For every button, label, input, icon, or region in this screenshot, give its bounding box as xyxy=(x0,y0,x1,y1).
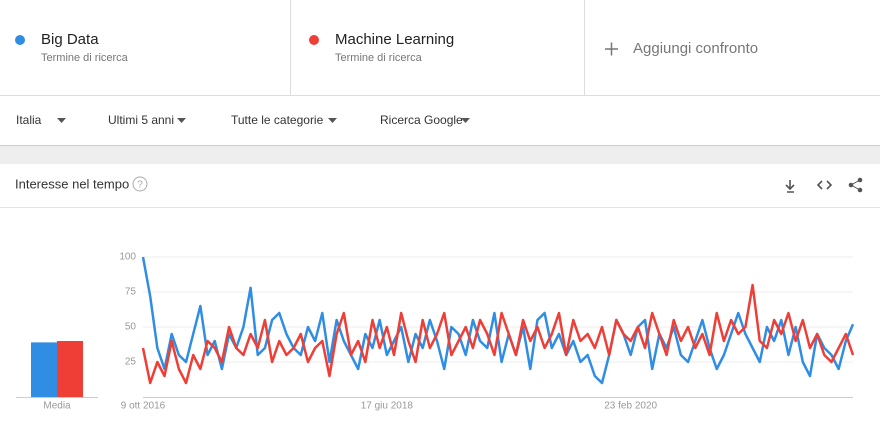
dropdown-arrow[interactable] xyxy=(57,118,66,123)
x-tick-label: 17 giu 2018 xyxy=(361,401,414,412)
filter[interactable]: Ultimi 5 anni xyxy=(108,113,174,127)
download-icon[interactable] xyxy=(785,180,795,193)
y-tick-label: 75 xyxy=(125,287,137,298)
term-name[interactable]: Machine Learning xyxy=(335,31,454,48)
y-tick-label: 100 xyxy=(119,252,136,263)
add-compare[interactable]: Aggiungi confronto xyxy=(633,40,758,57)
y-tick-label: 25 xyxy=(125,357,137,368)
embed-icon[interactable] xyxy=(816,180,833,190)
term-type: Termine di ricerca xyxy=(41,52,129,64)
share-icon[interactable] xyxy=(848,177,863,193)
help-icon[interactable]: ? xyxy=(137,180,143,191)
x-tick-label: Media xyxy=(43,401,71,412)
bar xyxy=(31,342,57,397)
filters: Italia Ultimi 5 anni Tutte le categorie … xyxy=(16,113,470,127)
x-tick-label: 23 feb 2020 xyxy=(604,401,657,412)
dropdown-arrow[interactable] xyxy=(328,118,337,123)
dropdown-arrow[interactable] xyxy=(177,118,186,123)
term-name[interactable]: Big Data xyxy=(41,31,99,48)
add-icon[interactable] xyxy=(605,42,618,56)
filter[interactable]: Ricerca Google xyxy=(380,113,463,127)
series-line xyxy=(141,283,855,385)
help-icon[interactable] xyxy=(132,176,148,192)
y-tick-label: 50 xyxy=(125,322,137,333)
section-title: Interesse nel tempo xyxy=(15,176,129,191)
band xyxy=(0,145,880,164)
x-tick-label: 9 ott 2016 xyxy=(121,401,166,412)
bar xyxy=(57,341,83,397)
term-dot xyxy=(309,35,319,45)
term-type: Termine di ricerca xyxy=(335,52,423,64)
dropdown-arrow[interactable] xyxy=(461,118,470,123)
filter[interactable]: Italia xyxy=(16,113,42,127)
term-dot xyxy=(15,35,25,45)
filter[interactable]: Tutte le categorie xyxy=(231,113,324,127)
